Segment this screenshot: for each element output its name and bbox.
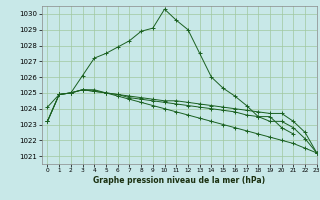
X-axis label: Graphe pression niveau de la mer (hPa): Graphe pression niveau de la mer (hPa) bbox=[93, 176, 265, 185]
